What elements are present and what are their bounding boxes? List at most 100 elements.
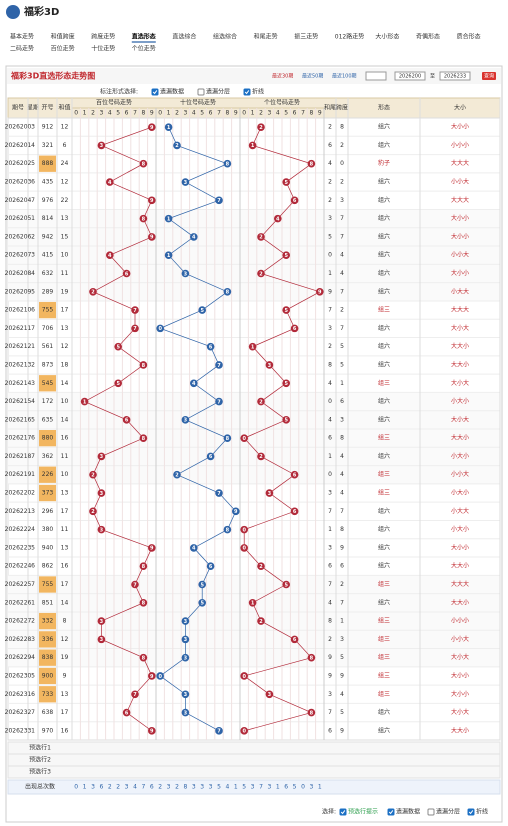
- input-from[interactable]: [394, 71, 426, 81]
- checkbox[interactable]: [427, 808, 435, 816]
- nav-link[interactable]: 直选综合: [172, 33, 196, 41]
- checkbox[interactable]: [339, 808, 347, 816]
- nav-link[interactable]: 奇偶形态: [416, 33, 440, 41]
- sum: 11: [61, 526, 69, 533]
- checkbox[interactable]: [197, 88, 205, 96]
- quick-link[interactable]: 最近100期: [332, 73, 357, 80]
- row-band: [8, 630, 500, 649]
- draw-number: 888: [42, 160, 54, 167]
- ball-digit: 3: [100, 454, 104, 460]
- ball: [80, 397, 89, 406]
- sum: 17: [61, 508, 69, 515]
- nav-link[interactable]: 十位走势: [91, 45, 115, 53]
- sum-tail: 4: [328, 416, 332, 423]
- ball-digit: 8: [142, 363, 146, 369]
- ball: [89, 507, 97, 516]
- nav-link[interactable]: 基本走势: [10, 33, 34, 41]
- preselect-row: [7, 741, 501, 755]
- checkbox[interactable]: [387, 808, 395, 816]
- digit-label: 7: [217, 110, 221, 117]
- issue: 2026225: [5, 581, 32, 588]
- footer-option[interactable]: 遗漏数据: [396, 808, 420, 816]
- option-label[interactable]: 遗漏分层: [206, 88, 230, 96]
- ball-digit: 8: [310, 710, 314, 716]
- ball: [257, 233, 265, 241]
- span: 4: [340, 490, 344, 497]
- query-button[interactable]: [482, 72, 496, 80]
- issue: 2026227: [5, 618, 32, 625]
- query-button-text[interactable]: 查询: [484, 73, 494, 80]
- number-highlight: [39, 301, 56, 319]
- column-header: 期号: [12, 104, 24, 112]
- stat-value: 7: [141, 784, 145, 791]
- weekday: 2: [31, 233, 35, 240]
- nav-link[interactable]: 百位走势: [51, 45, 75, 53]
- nav-link[interactable]: 组选综合: [213, 33, 237, 41]
- nav-link[interactable]: 个位走势: [132, 45, 156, 53]
- ball-digit: 9: [150, 674, 154, 680]
- form: 组三: [378, 653, 390, 661]
- ball-digit: 4: [192, 381, 196, 387]
- nav-link[interactable]: 振三走势: [294, 33, 318, 41]
- span: 7: [340, 508, 344, 515]
- form: 组六: [378, 397, 390, 405]
- ball: [164, 251, 173, 260]
- ball-digit: 2: [259, 619, 263, 625]
- nav-link[interactable]: 跨度走势: [91, 33, 115, 41]
- nav-link[interactable]: 和尾走势: [254, 33, 278, 41]
- option-label[interactable]: 遗漏数据: [160, 88, 184, 96]
- ball-digit: 7: [133, 308, 137, 314]
- span: 4: [340, 270, 344, 277]
- ball-digit: 0: [242, 546, 246, 552]
- quick-link[interactable]: 最近50期: [302, 73, 323, 80]
- ball-digit: 3: [100, 143, 104, 149]
- issue: 2026222: [5, 526, 32, 533]
- input-to[interactable]: [439, 71, 471, 81]
- select-box[interactable]: [365, 71, 387, 81]
- ball-digit: 5: [284, 381, 288, 387]
- panel: [5, 65, 503, 823]
- size-pattern: 大大大: [451, 159, 469, 167]
- nav-link[interactable]: 质合形态: [457, 33, 481, 41]
- sum-tail: 2: [328, 343, 332, 350]
- ball-digit: 3: [184, 710, 188, 716]
- sum-tail: 5: [328, 233, 332, 240]
- footer-option[interactable]: 折线: [476, 808, 488, 816]
- ball: [240, 727, 248, 735]
- form: 组三: [378, 489, 390, 497]
- ball-digit: 5: [284, 308, 288, 314]
- draw-number: 880: [42, 435, 54, 442]
- checkbox[interactable]: [243, 88, 251, 96]
- stat-value: 3: [167, 784, 171, 791]
- form: 组三: [378, 690, 390, 698]
- draw-number: 814: [42, 215, 54, 222]
- ball: [131, 580, 139, 589]
- nav-link[interactable]: 大小形态: [375, 33, 399, 41]
- ball: [173, 141, 181, 150]
- footer-option[interactable]: 遗漏分层: [436, 808, 460, 816]
- digit-label: 7: [133, 110, 137, 117]
- stat-value: 7: [259, 784, 263, 791]
- footer-option[interactable]: 预选行提示: [348, 808, 378, 816]
- stat-value: 5: [242, 784, 246, 791]
- nav-link[interactable]: 二码走势: [10, 45, 34, 53]
- weekday: 4: [31, 526, 35, 533]
- draw-number: 940: [42, 544, 54, 551]
- quick-link[interactable]: 最近30期: [272, 73, 293, 80]
- nav-link[interactable]: 直选形态: [132, 33, 156, 41]
- option-label[interactable]: 折线: [252, 88, 264, 96]
- ball: [257, 562, 265, 571]
- checkbox[interactable]: [151, 88, 159, 96]
- ball: [232, 507, 240, 516]
- digit-label: 0: [242, 110, 246, 117]
- checkbox[interactable]: [467, 808, 475, 816]
- ball: [307, 708, 316, 717]
- draw-number: 755: [42, 307, 54, 314]
- column-header: 形态: [378, 104, 390, 112]
- nav-link[interactable]: 和值跨度: [51, 33, 75, 41]
- sum: 9: [63, 672, 67, 679]
- span: 5: [340, 654, 344, 661]
- digit-label: 2: [175, 110, 179, 117]
- nav-link[interactable]: 012路走势: [335, 33, 364, 41]
- issue: 2026228: [5, 636, 32, 643]
